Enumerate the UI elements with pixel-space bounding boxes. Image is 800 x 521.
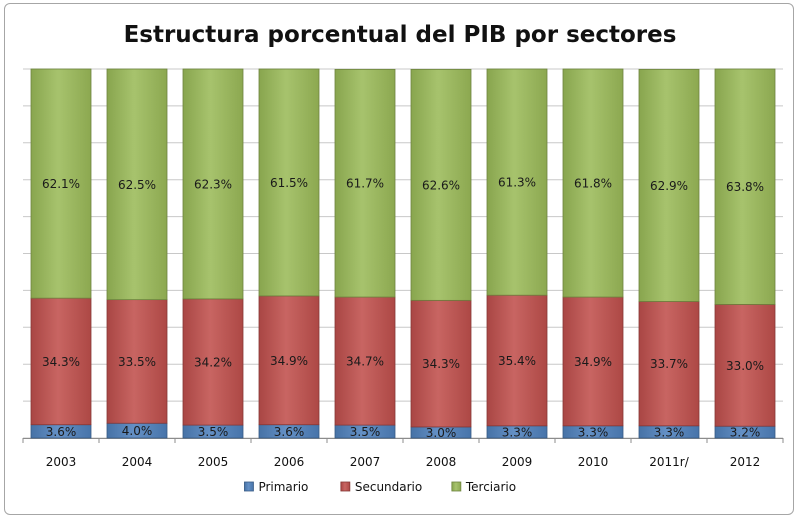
x-tick-label: 2008 xyxy=(426,455,457,469)
data-label-terciario-2005: 62.3% xyxy=(194,177,232,191)
data-label-terciario-2011r: 62.9% xyxy=(650,179,688,193)
data-label-secundario-2006: 34.9% xyxy=(270,354,308,368)
bar-secundario-2004 xyxy=(106,299,168,424)
x-tick-label: 2011r/ xyxy=(649,455,689,469)
data-label-terciario-2003: 62.1% xyxy=(42,177,80,191)
data-label-secundario-2012: 33.0% xyxy=(726,359,764,373)
data-label-primario-2005: 3.5% xyxy=(198,425,229,439)
x-tick-label: 2009 xyxy=(502,455,533,469)
bar-secundario-2006 xyxy=(258,295,320,426)
x-tick-label: 2007 xyxy=(350,455,381,469)
chart-title: Estructura porcentual del PIB por sector… xyxy=(124,22,677,48)
data-label-secundario-2008: 34.3% xyxy=(422,357,460,371)
x-tick-label: 2003 xyxy=(46,455,77,469)
bar-terciario-2005 xyxy=(182,68,244,300)
bar-secundario-2003 xyxy=(30,297,92,426)
legend-label-secundario: Secundario xyxy=(355,480,422,494)
bar-secundario-2007 xyxy=(334,296,396,426)
data-label-terciario-2009: 61.3% xyxy=(498,176,536,190)
data-label-secundario-2011r: 33.7% xyxy=(650,357,688,371)
x-tick-label: 2006 xyxy=(274,455,305,469)
legend-swatch-terciario xyxy=(451,481,462,492)
bar-terciario-2010 xyxy=(562,68,624,298)
data-label-primario-2007: 3.5% xyxy=(350,425,381,439)
bar-secundario-2010 xyxy=(562,296,624,427)
data-label-terciario-2010: 61.8% xyxy=(574,177,612,191)
chart-frame: Estructura porcentual del PIB por sector… xyxy=(4,3,794,515)
data-label-terciario-2006: 61.5% xyxy=(270,176,308,190)
legend-label-primario: Primario xyxy=(258,480,308,494)
x-tick-label: 2012 xyxy=(730,455,761,469)
bar-terciario-2004 xyxy=(106,68,168,301)
data-label-primario-2012: 3.2% xyxy=(730,426,761,440)
bar-secundario-2005 xyxy=(182,298,244,426)
data-label-secundario-2003: 34.3% xyxy=(42,355,80,369)
bar-terciario-2009 xyxy=(486,68,548,296)
x-tick-label: 2005 xyxy=(198,455,229,469)
legend-swatch-primario xyxy=(244,481,254,492)
data-label-primario-2010: 3.3% xyxy=(578,425,609,439)
data-label-primario-2004: 4.0% xyxy=(122,424,153,438)
bar-secundario-2009 xyxy=(486,294,548,427)
data-label-primario-2011r: 3.3% xyxy=(654,425,685,439)
data-label-secundario-2004: 33.5% xyxy=(118,355,156,369)
bars xyxy=(30,68,776,439)
bar-terciario-2006 xyxy=(258,68,320,297)
data-label-primario-2009: 3.3% xyxy=(502,425,533,439)
bar-terciario-2011r xyxy=(638,68,700,302)
legend: Primario Secundario Terciario xyxy=(244,480,516,494)
legend-swatch-secundario xyxy=(340,481,351,492)
data-label-terciario-2007: 61.7% xyxy=(346,177,384,191)
bar-terciario-2003 xyxy=(30,68,92,299)
data-label-primario-2006: 3.6% xyxy=(274,425,305,439)
bar-terciario-2008 xyxy=(410,68,472,301)
stacked-bar-chart: Estructura porcentual del PIB por sector… xyxy=(22,22,784,494)
legend-label-terciario: Terciario xyxy=(465,480,516,494)
bar-secundario-2008 xyxy=(410,299,472,428)
x-tick-label: 2004 xyxy=(122,455,153,469)
data-label-terciario-2008: 62.6% xyxy=(422,178,460,192)
bar-terciario-2007 xyxy=(334,68,396,298)
data-label-secundario-2009: 35.4% xyxy=(498,354,536,368)
bar-secundario-2011r xyxy=(638,301,700,427)
x-tick-label: 2010 xyxy=(578,455,609,469)
data-label-terciario-2012: 63.8% xyxy=(726,180,764,194)
data-label-primario-2008: 3.0% xyxy=(426,426,457,440)
data-label-terciario-2004: 62.5% xyxy=(118,178,156,192)
data-label-secundario-2010: 34.9% xyxy=(574,355,612,369)
data-label-secundario-2005: 34.2% xyxy=(194,355,232,369)
data-labels: 3.6% 34.3% 62.1% 4.0% 33.5% 62.5% 3.5% 34.2% 62.… xyxy=(42,176,764,440)
bar-secundario-2012 xyxy=(714,304,776,427)
bar-terciario-2012 xyxy=(714,68,776,305)
data-label-primario-2003: 3.6% xyxy=(46,425,77,439)
x-axis-ticks: 2003 2004 2005 2006 2007 2008 2009 2010 2011r/20… xyxy=(46,455,761,469)
data-label-secundario-2007: 34.7% xyxy=(346,355,384,369)
